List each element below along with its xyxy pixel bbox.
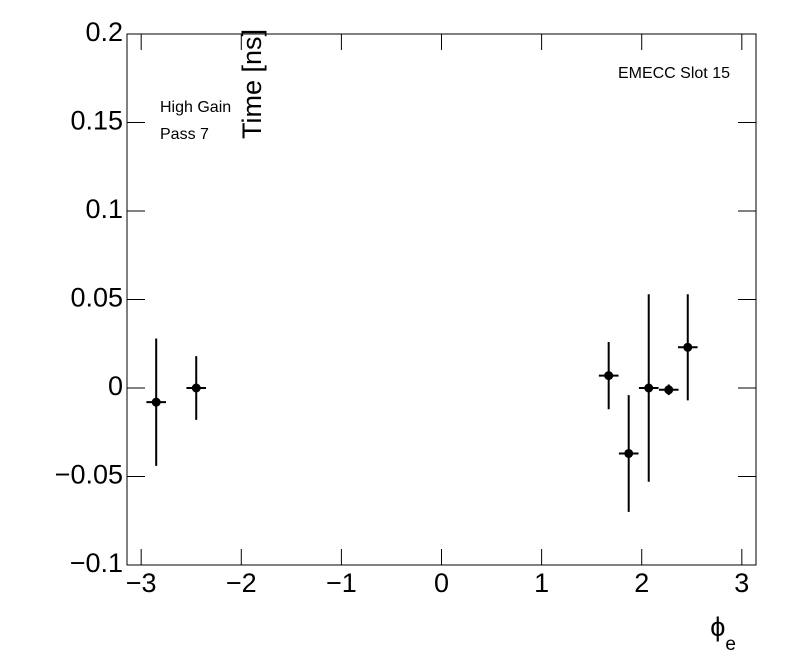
point xyxy=(604,371,614,381)
point xyxy=(624,448,634,458)
annotation: EMECC Slot 15 xyxy=(618,65,730,82)
x-tick-label: 1 xyxy=(534,568,549,598)
point xyxy=(644,383,654,393)
y-tick-label: 0.15 xyxy=(70,106,123,136)
y-tick-label: 0.1 xyxy=(85,194,123,224)
annotation: High Gain xyxy=(160,99,231,116)
x-tick-label: 0 xyxy=(434,568,449,598)
x-tick-label: −2 xyxy=(226,568,257,598)
x-tick-label: 2 xyxy=(634,568,649,598)
y-axis-label: Time [ns] xyxy=(237,29,267,139)
annotation: Pass 7 xyxy=(160,126,209,143)
y-tick-label: −0.1 xyxy=(70,548,123,578)
y-tick-label: 0 xyxy=(108,371,123,401)
y-tick-label: −0.05 xyxy=(55,460,123,490)
x-tick-label: −3 xyxy=(126,568,157,598)
x-tick-label: 3 xyxy=(734,568,749,598)
x-tick-label: −1 xyxy=(326,568,357,598)
y-tick-label: 0.05 xyxy=(70,283,123,313)
point xyxy=(151,397,161,407)
x-axis-label: ϕe xyxy=(710,612,736,655)
x-label-symbol: ϕ xyxy=(710,612,725,642)
point xyxy=(664,385,674,395)
point xyxy=(683,342,693,352)
x-label-subscript: e xyxy=(725,634,736,655)
y-tick-label: 0.2 xyxy=(85,17,123,47)
point xyxy=(191,383,201,393)
